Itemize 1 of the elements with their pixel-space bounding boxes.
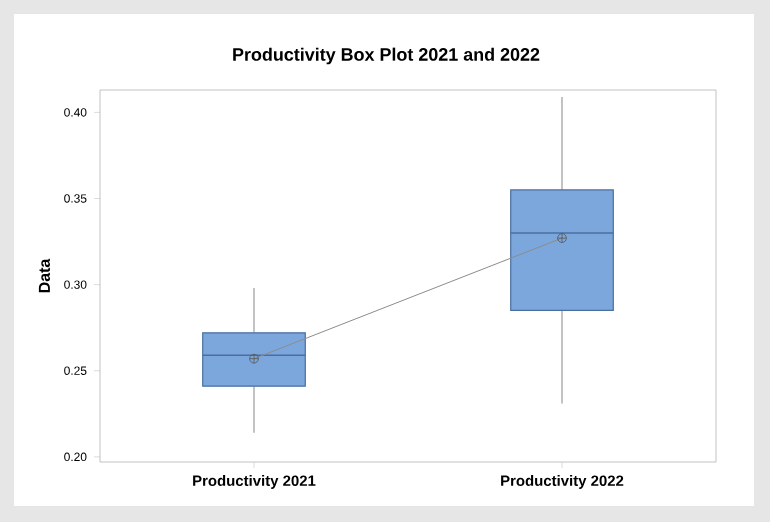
chart-title: Productivity Box Plot 2021 and 2022 bbox=[233, 47, 540, 65]
